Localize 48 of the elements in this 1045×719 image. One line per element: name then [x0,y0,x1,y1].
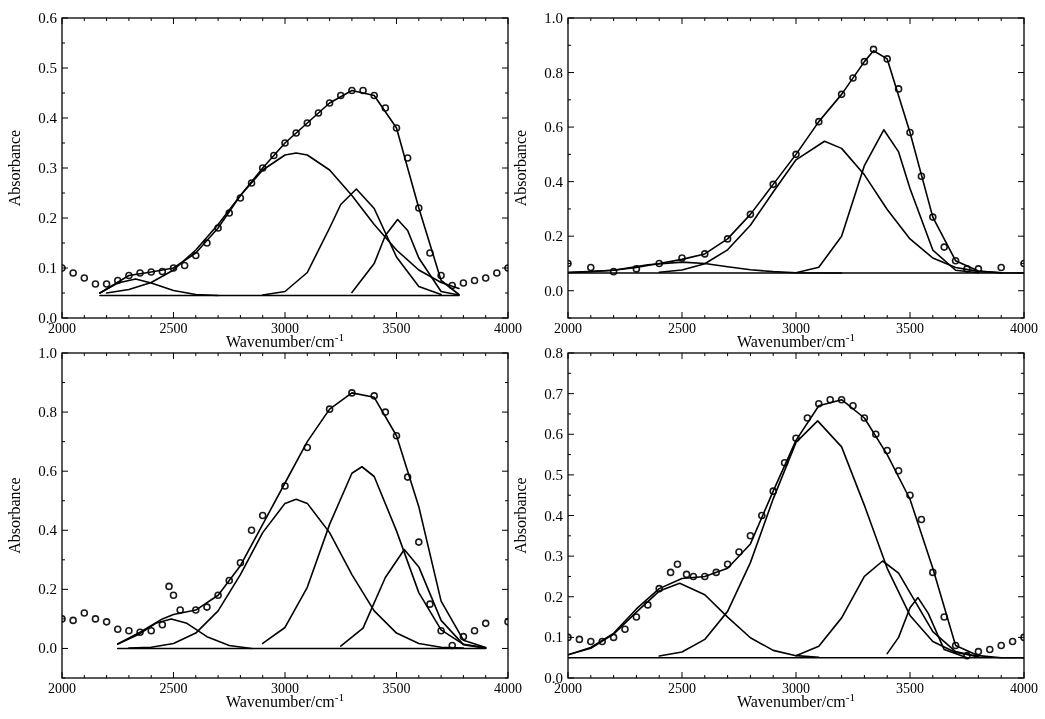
y-tick-label: 0.0 [544,282,563,299]
x-tick-label: 4000 [494,321,522,336]
x-tick-label: 3000 [271,321,299,336]
x-tick-label: 4000 [494,681,522,696]
y-tick-label: 0.1 [544,629,563,646]
y-tick-label: 0.4 [544,507,564,524]
x-tick-label: 3500 [382,681,411,696]
y-tick-label: 0.1 [38,260,57,276]
y-tick-label: 0.4 [38,522,58,539]
y-axis-title: Absorbance [512,477,529,554]
x-tick-label: 2500 [159,681,188,696]
y-tick-label: 0.2 [544,588,563,605]
y-tick-label: 0.3 [544,548,563,565]
y-tick-label: 0.8 [544,64,563,81]
y-tick-label: 0.8 [544,345,563,361]
y-tick-label: 1.0 [544,10,563,26]
y-tick-label: 0.0 [38,640,57,657]
x-tick-label: 3000 [782,321,810,336]
x-tick-label: 3500 [896,681,924,696]
y-tick-label: 0.8 [38,404,57,421]
y-tick-label: 1.0 [38,345,57,361]
y-tick-label: 0.3 [38,160,57,176]
y-axis-title: Absorbance [6,129,23,207]
y-tick-label: 0.6 [544,119,564,136]
x-tick-label: 3000 [782,681,810,696]
x-tick-label: 2500 [668,321,696,336]
x-tick-label: 3500 [382,321,411,336]
x-tick-label: 2500 [159,321,188,336]
y-axis-title: Absorbance [6,477,23,554]
y-tick-label: 0.4 [544,173,564,190]
y-tick-label: 0.2 [544,228,563,245]
x-tick-label: 2000 [48,681,76,696]
x-tick-label: 2000 [554,321,582,336]
x-tick-label: 3000 [271,681,299,696]
x-tick-label: 2500 [668,681,696,696]
x-tick-label: 4000 [1010,681,1038,696]
y-tick-label: 0.5 [38,60,57,76]
y-tick-label: 0.2 [38,581,57,598]
y-axis-title: Absorbance [512,129,529,207]
x-tick-label: 3500 [896,321,924,336]
y-tick-label: 0.2 [38,210,57,226]
y-tick-label: 0.6 [38,463,58,480]
y-tick-label: 0.6 [38,10,58,26]
x-tick-label: 4000 [1010,321,1038,336]
y-tick-label: 0.6 [544,426,564,443]
y-tick-label: 0.4 [38,110,58,126]
y-tick-label: 0.5 [544,466,563,483]
y-tick-label: 0.7 [544,385,564,402]
